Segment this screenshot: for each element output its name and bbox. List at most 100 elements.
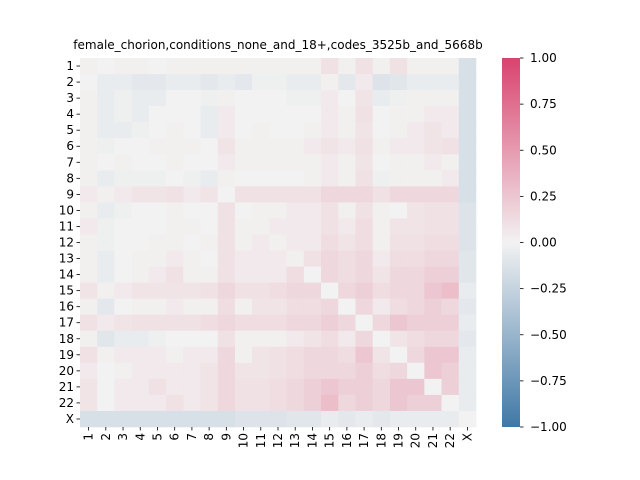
heatmap-cell-10-12 — [269, 202, 287, 219]
heatmap-cell-8-16 — [338, 170, 356, 187]
heatmap-cell-19-6 — [166, 346, 184, 364]
heatmap-cell-17-6 — [166, 314, 184, 332]
heatmap-cell-11-5 — [148, 218, 167, 235]
heatmap-cell-1-12 — [269, 58, 287, 75]
heatmap-cell-11-22 — [441, 218, 460, 235]
heatmap-cell-14-19 — [389, 266, 408, 283]
heatmap-cell-1-18 — [372, 58, 391, 75]
heatmap-cell-14-1 — [80, 266, 98, 283]
heatmap-cell-16-2 — [97, 298, 115, 315]
heatmap-cell-3-10 — [234, 90, 253, 107]
heatmap-cell-X-10 — [234, 410, 253, 428]
heatmap-cell-X-22 — [441, 410, 460, 428]
heatmap-cell-6-10 — [234, 138, 253, 155]
heatmap-cell-7-8 — [200, 154, 219, 171]
heatmap-cell-19-18 — [372, 346, 391, 364]
heatmap-cell-6-16 — [338, 138, 356, 155]
x-tick-label-6: 6 — [168, 433, 182, 441]
heatmap-cell-17-7 — [183, 314, 201, 332]
heatmap-cell-5-10 — [234, 122, 253, 139]
heatmap-cell-X-9 — [217, 410, 236, 428]
heatmap-cell-1-17 — [355, 58, 373, 75]
heatmap-cell-18-16 — [338, 330, 356, 348]
heatmap-cell-3-5 — [148, 90, 167, 107]
heatmap-cell-10-14 — [303, 202, 322, 219]
heatmap-cell-16-3 — [114, 298, 132, 315]
heatmap-cell-10-4 — [131, 202, 150, 219]
heatmap-cell-15-14 — [303, 282, 322, 299]
heatmap-cell-16-4 — [131, 298, 150, 315]
heatmap-cell-16-22 — [441, 298, 460, 315]
heatmap-cell-19-4 — [131, 346, 150, 364]
heatmap-cell-1-11 — [252, 58, 270, 75]
x-tick-label-19: 19 — [392, 433, 406, 448]
heatmap-cell-11-2 — [97, 218, 115, 235]
heatmap-cell-10-20 — [407, 202, 425, 219]
heatmap-cell-20-14 — [303, 362, 322, 380]
heatmap-cell-11-20 — [407, 218, 425, 235]
heatmap-cell-14-9 — [217, 266, 236, 283]
heatmap-cell-7-5 — [148, 154, 167, 171]
heatmap-cell-20-18 — [372, 362, 391, 380]
heatmap-cell-22-21 — [424, 394, 442, 412]
heatmap-cell-3-14 — [303, 90, 322, 107]
heatmap-cell-6-13 — [286, 138, 305, 155]
heatmap-cell-3-2 — [97, 90, 115, 107]
heatmap-cell-10-11 — [252, 202, 270, 219]
heatmap-cell-19-17 — [355, 346, 373, 364]
heatmap-cell-12-8 — [200, 234, 219, 251]
heatmap-cell-9-17 — [355, 186, 373, 203]
heatmap-cell-14-15 — [321, 266, 339, 283]
heatmap-cell-10-3 — [114, 202, 132, 219]
heatmap-cell-8-11 — [252, 170, 270, 187]
heatmap-cell-6-9 — [217, 138, 236, 155]
heatmap-cell-21-5 — [148, 378, 167, 396]
heatmap-cell-19-X — [458, 346, 477, 364]
heatmap-cell-3-6 — [166, 90, 184, 107]
x-tick-label-13: 13 — [288, 433, 302, 448]
heatmap-cell-18-10 — [234, 330, 253, 348]
heatmap-cell-1-19 — [389, 58, 408, 75]
heatmap-cell-4-3 — [114, 106, 132, 123]
x-tick-label-4: 4 — [133, 433, 147, 441]
heatmap-cell-7-14 — [303, 154, 322, 171]
heatmap-cell-11-3 — [114, 218, 132, 235]
heatmap-cell-10-21 — [424, 202, 442, 219]
heatmap-cell-21-19 — [389, 378, 408, 396]
heatmap-cell-17-5 — [148, 314, 167, 332]
y-tick-label-17: 17 — [59, 316, 74, 330]
x-tick-label-9: 9 — [219, 433, 233, 441]
heatmap-cell-18-7 — [183, 330, 201, 348]
heatmap-cell-18-8 — [200, 330, 219, 348]
heatmap-cell-17-12 — [269, 314, 287, 332]
heatmap-cell-22-9 — [217, 394, 236, 412]
heatmap-cell-7-10 — [234, 154, 253, 171]
heatmap-cell-7-17 — [355, 154, 373, 171]
heatmap-cell-21-6 — [166, 378, 184, 396]
heatmap-cell-13-3 — [114, 250, 132, 267]
heatmap-cell-9-1 — [80, 186, 98, 203]
heatmap-cell-20-7 — [183, 362, 201, 380]
heatmap-cell-19-5 — [148, 346, 167, 364]
heatmap-cell-22-11 — [252, 394, 270, 412]
heatmap-cell-8-19 — [389, 170, 408, 187]
heatmap-cell-14-14 — [303, 266, 322, 283]
heatmap-cell-10-5 — [148, 202, 167, 219]
heatmap-cell-11-8 — [200, 218, 219, 235]
colorbar-tick-label: 0.00 — [530, 236, 557, 250]
heatmap-cell-8-2 — [97, 170, 115, 187]
heatmap-cell-10-18 — [372, 202, 391, 219]
heatmap-cell-12-17 — [355, 234, 373, 251]
heatmap-cell-X-1 — [80, 410, 98, 428]
heatmap-cell-1-22 — [441, 58, 460, 75]
x-tick-label-X: X — [460, 433, 474, 441]
colorbar-tick-label: 1.00 — [530, 51, 557, 65]
heatmap-cell-18-18 — [372, 330, 391, 348]
chart-title: female_chorion,conditions_none_and_18+,c… — [73, 38, 482, 52]
heatmap-cell-3-4 — [131, 90, 150, 107]
heatmap-cell-3-9 — [217, 90, 236, 107]
heatmap-cell-7-18 — [372, 154, 391, 171]
heatmap-cell-8-18 — [372, 170, 391, 187]
heatmap-cell-21-21 — [424, 378, 442, 396]
